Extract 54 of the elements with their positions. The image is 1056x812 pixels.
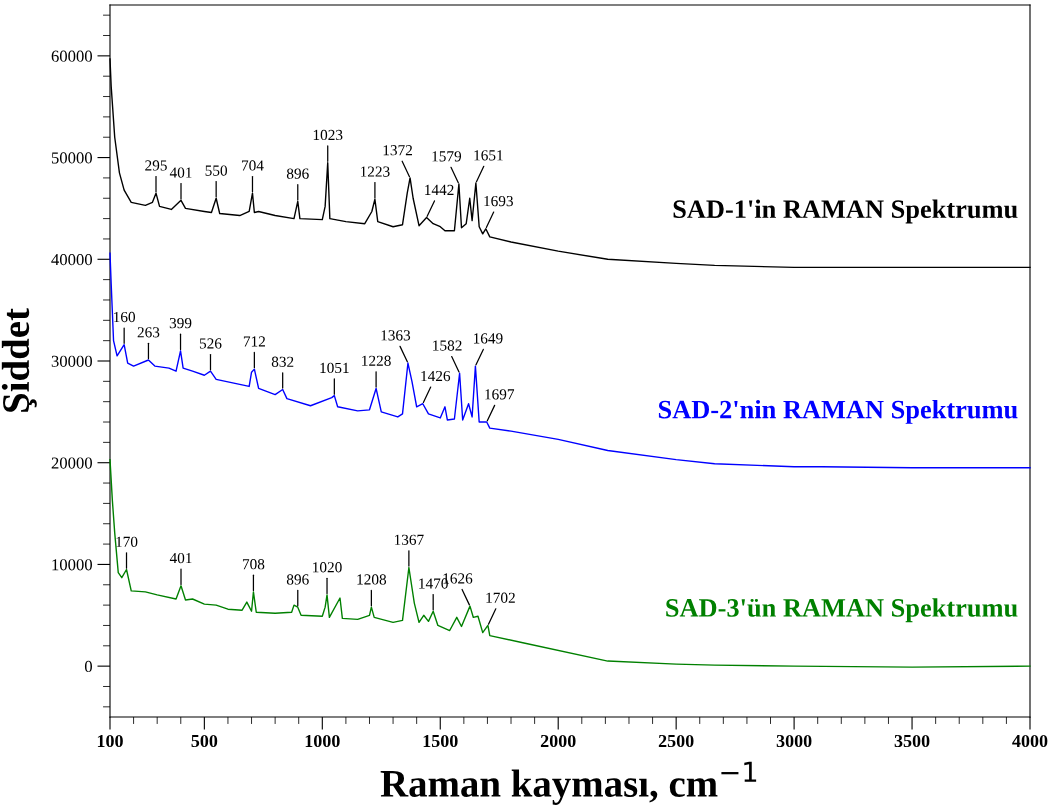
x-tick-label: 100	[97, 734, 123, 748]
annotation: 1702	[486, 592, 515, 603]
annotation: 1442	[425, 184, 454, 195]
y-tick-label: 0	[84, 660, 92, 673]
annotation: 263	[137, 327, 160, 338]
annotation: 1426	[421, 370, 451, 382]
series-label: SAD-1'in RAMAN Spektrumu	[673, 199, 1018, 224]
x-tick-label: 2500	[658, 734, 694, 748]
annotation: 170	[116, 536, 138, 547]
annotation: 1372	[383, 145, 412, 156]
series-label: SAD-2'nin RAMAN Spektrumu	[658, 399, 1018, 424]
annotation: 401	[169, 167, 192, 178]
annotation: 1697	[485, 389, 515, 400]
annotation: 1582	[433, 340, 462, 351]
x-tick-label: 4000	[1012, 734, 1048, 748]
annotation: 1023	[313, 129, 343, 141]
annotation: 712	[243, 336, 265, 347]
annotation: 1223	[360, 166, 390, 177]
annotation: 832	[271, 356, 294, 367]
annotation: 399	[169, 318, 192, 329]
x-tick-label: 3500	[894, 734, 930, 748]
y-tick-label: 40000	[51, 253, 92, 266]
annotation: 1651	[474, 150, 503, 161]
annotation: 708	[242, 559, 265, 570]
series-label: SAD-3'ün RAMAN Spektrumu	[666, 598, 1018, 623]
annotation: 1579	[432, 151, 462, 162]
annotation: 160	[114, 311, 136, 323]
y-tick-label: 20000	[51, 457, 92, 469]
x-tick-label: 1500	[423, 734, 458, 748]
y-tick-label: 50000	[51, 152, 92, 164]
y-tick-label: 10000	[52, 559, 92, 571]
x-tick-label: 3000	[776, 734, 812, 748]
annotation: 896	[286, 574, 309, 585]
y-tick-label: 60000	[51, 50, 92, 62]
annotation: 1363	[381, 330, 411, 341]
x-axis-title: Raman kayması, cm$^{−1}$	[380, 761, 757, 805]
y-axis-title: Şiddet	[1, 308, 37, 412]
annotation: 704	[242, 160, 264, 171]
annotation: 550	[205, 165, 228, 176]
annotation: 1228	[362, 355, 391, 366]
annotation: 295	[145, 160, 167, 171]
annotation: 1051	[320, 362, 349, 374]
annotation: 526	[199, 338, 222, 349]
annotation: 1020	[313, 562, 342, 573]
annotation: 1367	[394, 534, 424, 545]
annotation: 896	[286, 168, 309, 179]
x-tick-label: 1000	[305, 734, 340, 748]
annotation: 401	[169, 552, 192, 564]
annotation: 1693	[484, 195, 513, 207]
x-tick-label: 2000	[540, 734, 576, 748]
y-tick-label: 30000	[51, 355, 92, 367]
annotation: 1649	[473, 333, 503, 344]
x-tick-label: 500	[191, 734, 218, 748]
annotation: 1208	[357, 574, 387, 585]
